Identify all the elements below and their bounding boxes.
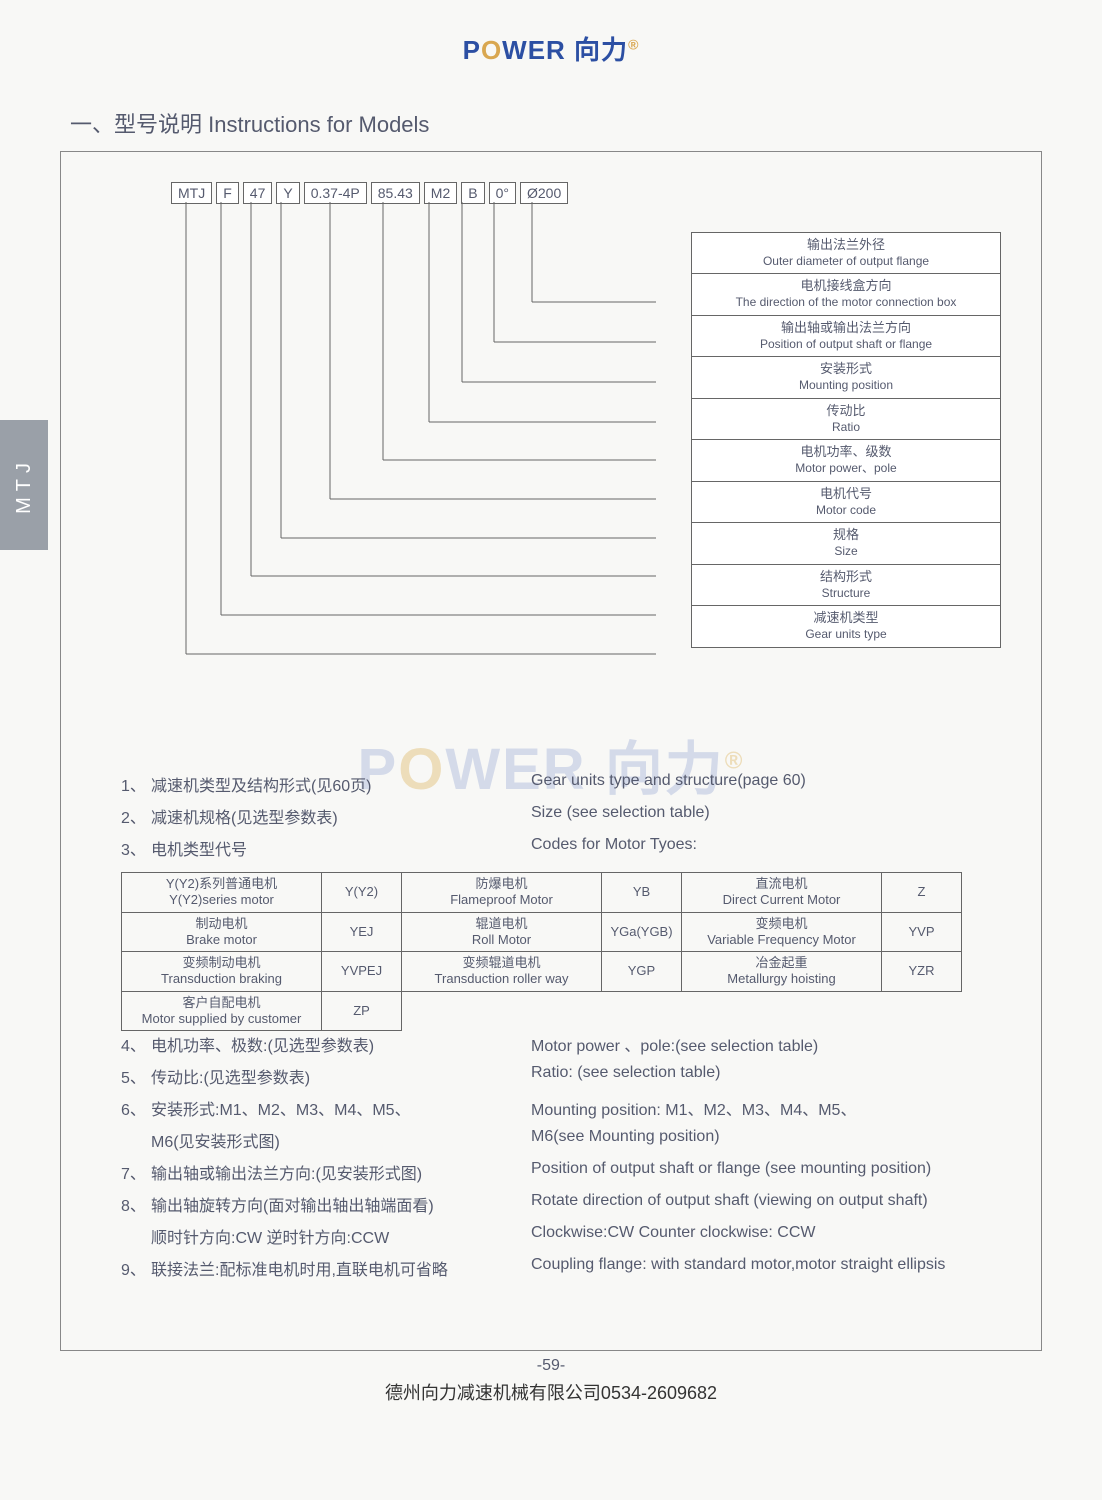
label-box-1: 电机接线盒方向The direction of the motor connec… — [691, 273, 1001, 315]
motor-label-0-2: 直流电机Direct Current Motor — [682, 873, 882, 913]
footer-text: 德州向力减速机械有限公司0534-2609682 — [60, 1379, 1042, 1405]
motor-code-0-1: YB — [602, 873, 682, 913]
motor-label-1-1: 辊道电机Roll Motor — [402, 912, 602, 952]
label-box-5: 电机功率、级数Motor power、pole — [691, 439, 1001, 481]
motor-label-2-2: 冶金起重Metallurgy hoisting — [682, 952, 882, 992]
motor-label-3-0: 客户自配电机Motor supplied by customer — [122, 991, 322, 1031]
code-box-0: MTJ — [171, 182, 212, 204]
code-box-3: Y — [276, 182, 299, 204]
logo-prefix: P — [463, 35, 481, 65]
note-b-2: 6、安装形式:M1、M2、M3、M4、M5、Mounting position:… — [121, 1096, 1001, 1120]
motor-label-0-0: Y(Y2)系列普通电机Y(Y2)series motor — [122, 873, 322, 913]
model-code-row: MTJF47Y0.37-4P85.43M2B0°Ø200 — [171, 182, 568, 204]
note-b-5: 8、输出轴旋转方向(面对输出轴出轴端面看)Rotate direction of… — [121, 1192, 1001, 1216]
label-box-7: 规格Size — [691, 522, 1001, 564]
label-box-4: 传动比Ratio — [691, 398, 1001, 440]
note-a-0: 1、减速机类型及结构形式(见60页)Gear units type and st… — [121, 772, 1001, 796]
label-box-3: 安装形式Mounting position — [691, 356, 1001, 398]
side-tab-mtj: MTJ — [0, 420, 48, 550]
page-number: -59- — [60, 1357, 1042, 1375]
motor-code-2-0: YVPEJ — [322, 952, 402, 992]
code-box-8: 0° — [489, 182, 516, 204]
label-box-0: 输出法兰外径Outer diameter of output flange — [691, 232, 1001, 274]
label-box-2: 输出轴或输出法兰方向Position of output shaft or fl… — [691, 315, 1001, 357]
notes-list-b: 4、电机功率、极数:(见选型参数表)Motor power 、pole:(see… — [121, 1032, 1001, 1288]
note-b-3: M6(见安装形式图)M6(see Mounting position) — [121, 1128, 1001, 1152]
motor-code-3-0: ZP — [322, 991, 402, 1031]
main-container: MTJF47Y0.37-4P85.43M2B0°Ø200 输出法兰外径Outer… — [60, 151, 1042, 1351]
label-box-6: 电机代号Motor code — [691, 481, 1001, 523]
logo-gear-o: O — [481, 35, 502, 65]
code-box-4: 0.37-4P — [304, 182, 367, 204]
note-b-4: 7、输出轴或输出法兰方向:(见安装形式图)Position of output … — [121, 1160, 1001, 1184]
motor-label-2-0: 变频制动电机Transduction braking — [122, 952, 322, 992]
motor-label-0-1: 防爆电机Flameproof Motor — [402, 873, 602, 913]
code-box-1: F — [216, 182, 239, 204]
note-a-1: 2、减速机规格(见选型参数表)Size (see selection table… — [121, 804, 1001, 828]
motor-code-1-1: YGa(YGB) — [602, 912, 682, 952]
label-box-9: 减速机类型Gear units type — [691, 605, 1001, 647]
motor-label-1-2: 变频电机Variable Frequency Motor — [682, 912, 882, 952]
note-b-6: 顺时针方向:CW 逆时针方向:CCWClockwise:CW Counter c… — [121, 1224, 1001, 1248]
section-title: 一、型号说明 Instructions for Models — [60, 107, 1042, 139]
logo-rest: WER 向力 — [502, 35, 628, 65]
code-box-7: B — [461, 182, 484, 204]
motor-codes-table: Y(Y2)系列普通电机Y(Y2)series motorY(Y2)防爆电机Fla… — [121, 872, 962, 1031]
note-b-7: 9、联接法兰:配标准电机时用,直联电机可省略Coupling flange: w… — [121, 1256, 1001, 1280]
label-box-8: 结构形式Structure — [691, 564, 1001, 606]
motor-label-2-1: 变频辊道电机Transduction roller way — [402, 952, 602, 992]
code-box-6: M2 — [424, 182, 457, 204]
motor-code-2-1: YGP — [602, 952, 682, 992]
logo-reg: ® — [628, 36, 639, 52]
motor-code-1-2: YVP — [882, 912, 962, 952]
note-b-1: 5、传动比:(见选型参数表)Ratio: (see selection tabl… — [121, 1064, 1001, 1088]
notes-list-a: 1、减速机类型及结构形式(见60页)Gear units type and st… — [121, 772, 1001, 868]
motor-code-1-0: YEJ — [322, 912, 402, 952]
code-box-2: 47 — [243, 182, 273, 204]
motor-code-2-2: YZR — [882, 952, 962, 992]
note-b-0: 4、电机功率、极数:(见选型参数表)Motor power 、pole:(see… — [121, 1032, 1001, 1056]
logo-header: POWER 向力® — [60, 30, 1042, 67]
motor-label-1-0: 制动电机Brake motor — [122, 912, 322, 952]
note-a-2: 3、电机类型代号Codes for Motor Tyoes: — [121, 836, 1001, 860]
code-box-5: 85.43 — [371, 182, 420, 204]
code-box-9: Ø200 — [520, 182, 568, 204]
motor-code-0-2: Z — [882, 873, 962, 913]
motor-code-0-0: Y(Y2) — [322, 873, 402, 913]
label-stack: 输出法兰外径Outer diameter of output flange电机接… — [691, 232, 1001, 647]
